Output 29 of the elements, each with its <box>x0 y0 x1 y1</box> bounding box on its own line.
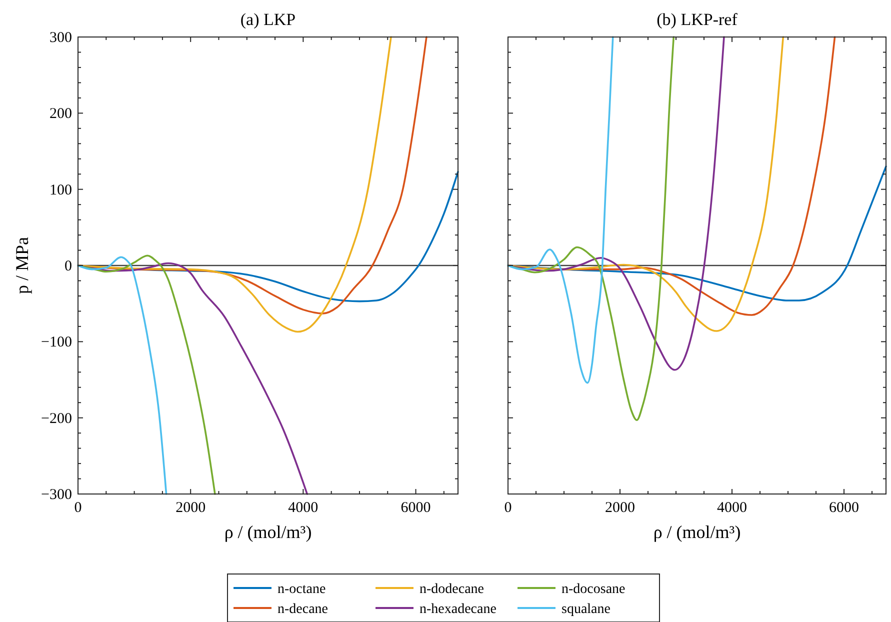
legend-label: n-decane <box>278 602 328 617</box>
y-tick-label: 300 <box>50 30 72 46</box>
y-tick-label: 200 <box>50 106 72 122</box>
y-tick-label: −200 <box>41 410 72 427</box>
line-series <box>77 256 168 495</box>
chart-title: (b) LKP-ref <box>656 10 738 29</box>
x-tick-label: 4000 <box>288 500 318 516</box>
x-tick-label: 0 <box>504 500 512 516</box>
x-tick-label: 2000 <box>176 500 206 516</box>
x-axis-title: ρ / (mol/m³) <box>224 522 312 542</box>
y-tick-label: −300 <box>41 487 72 503</box>
line-series <box>77 36 392 333</box>
x-axis-title: ρ / (mol/m³) <box>653 522 741 542</box>
legend-label: n-dodecane <box>420 582 484 597</box>
legend-label: n-hexadecane <box>420 602 496 617</box>
y-tick-label: 0 <box>64 258 72 274</box>
y-tick-label: −100 <box>41 334 72 351</box>
x-tick-label: 6000 <box>829 500 859 516</box>
legend-label: squalane <box>562 602 610 617</box>
x-tick-label: 0 <box>74 500 82 516</box>
chart-title: (a) LKP <box>240 10 296 29</box>
x-tick-label: 4000 <box>717 500 747 516</box>
x-tick-label: 6000 <box>400 500 431 516</box>
x-tick-label: 2000 <box>605 500 635 516</box>
legend-label: n-docosane <box>562 582 626 597</box>
y-tick-label: 100 <box>50 182 72 198</box>
line-series <box>77 254 216 495</box>
y-axis-title: p / MPa <box>12 236 32 294</box>
legend-label: n-octane <box>278 582 326 597</box>
